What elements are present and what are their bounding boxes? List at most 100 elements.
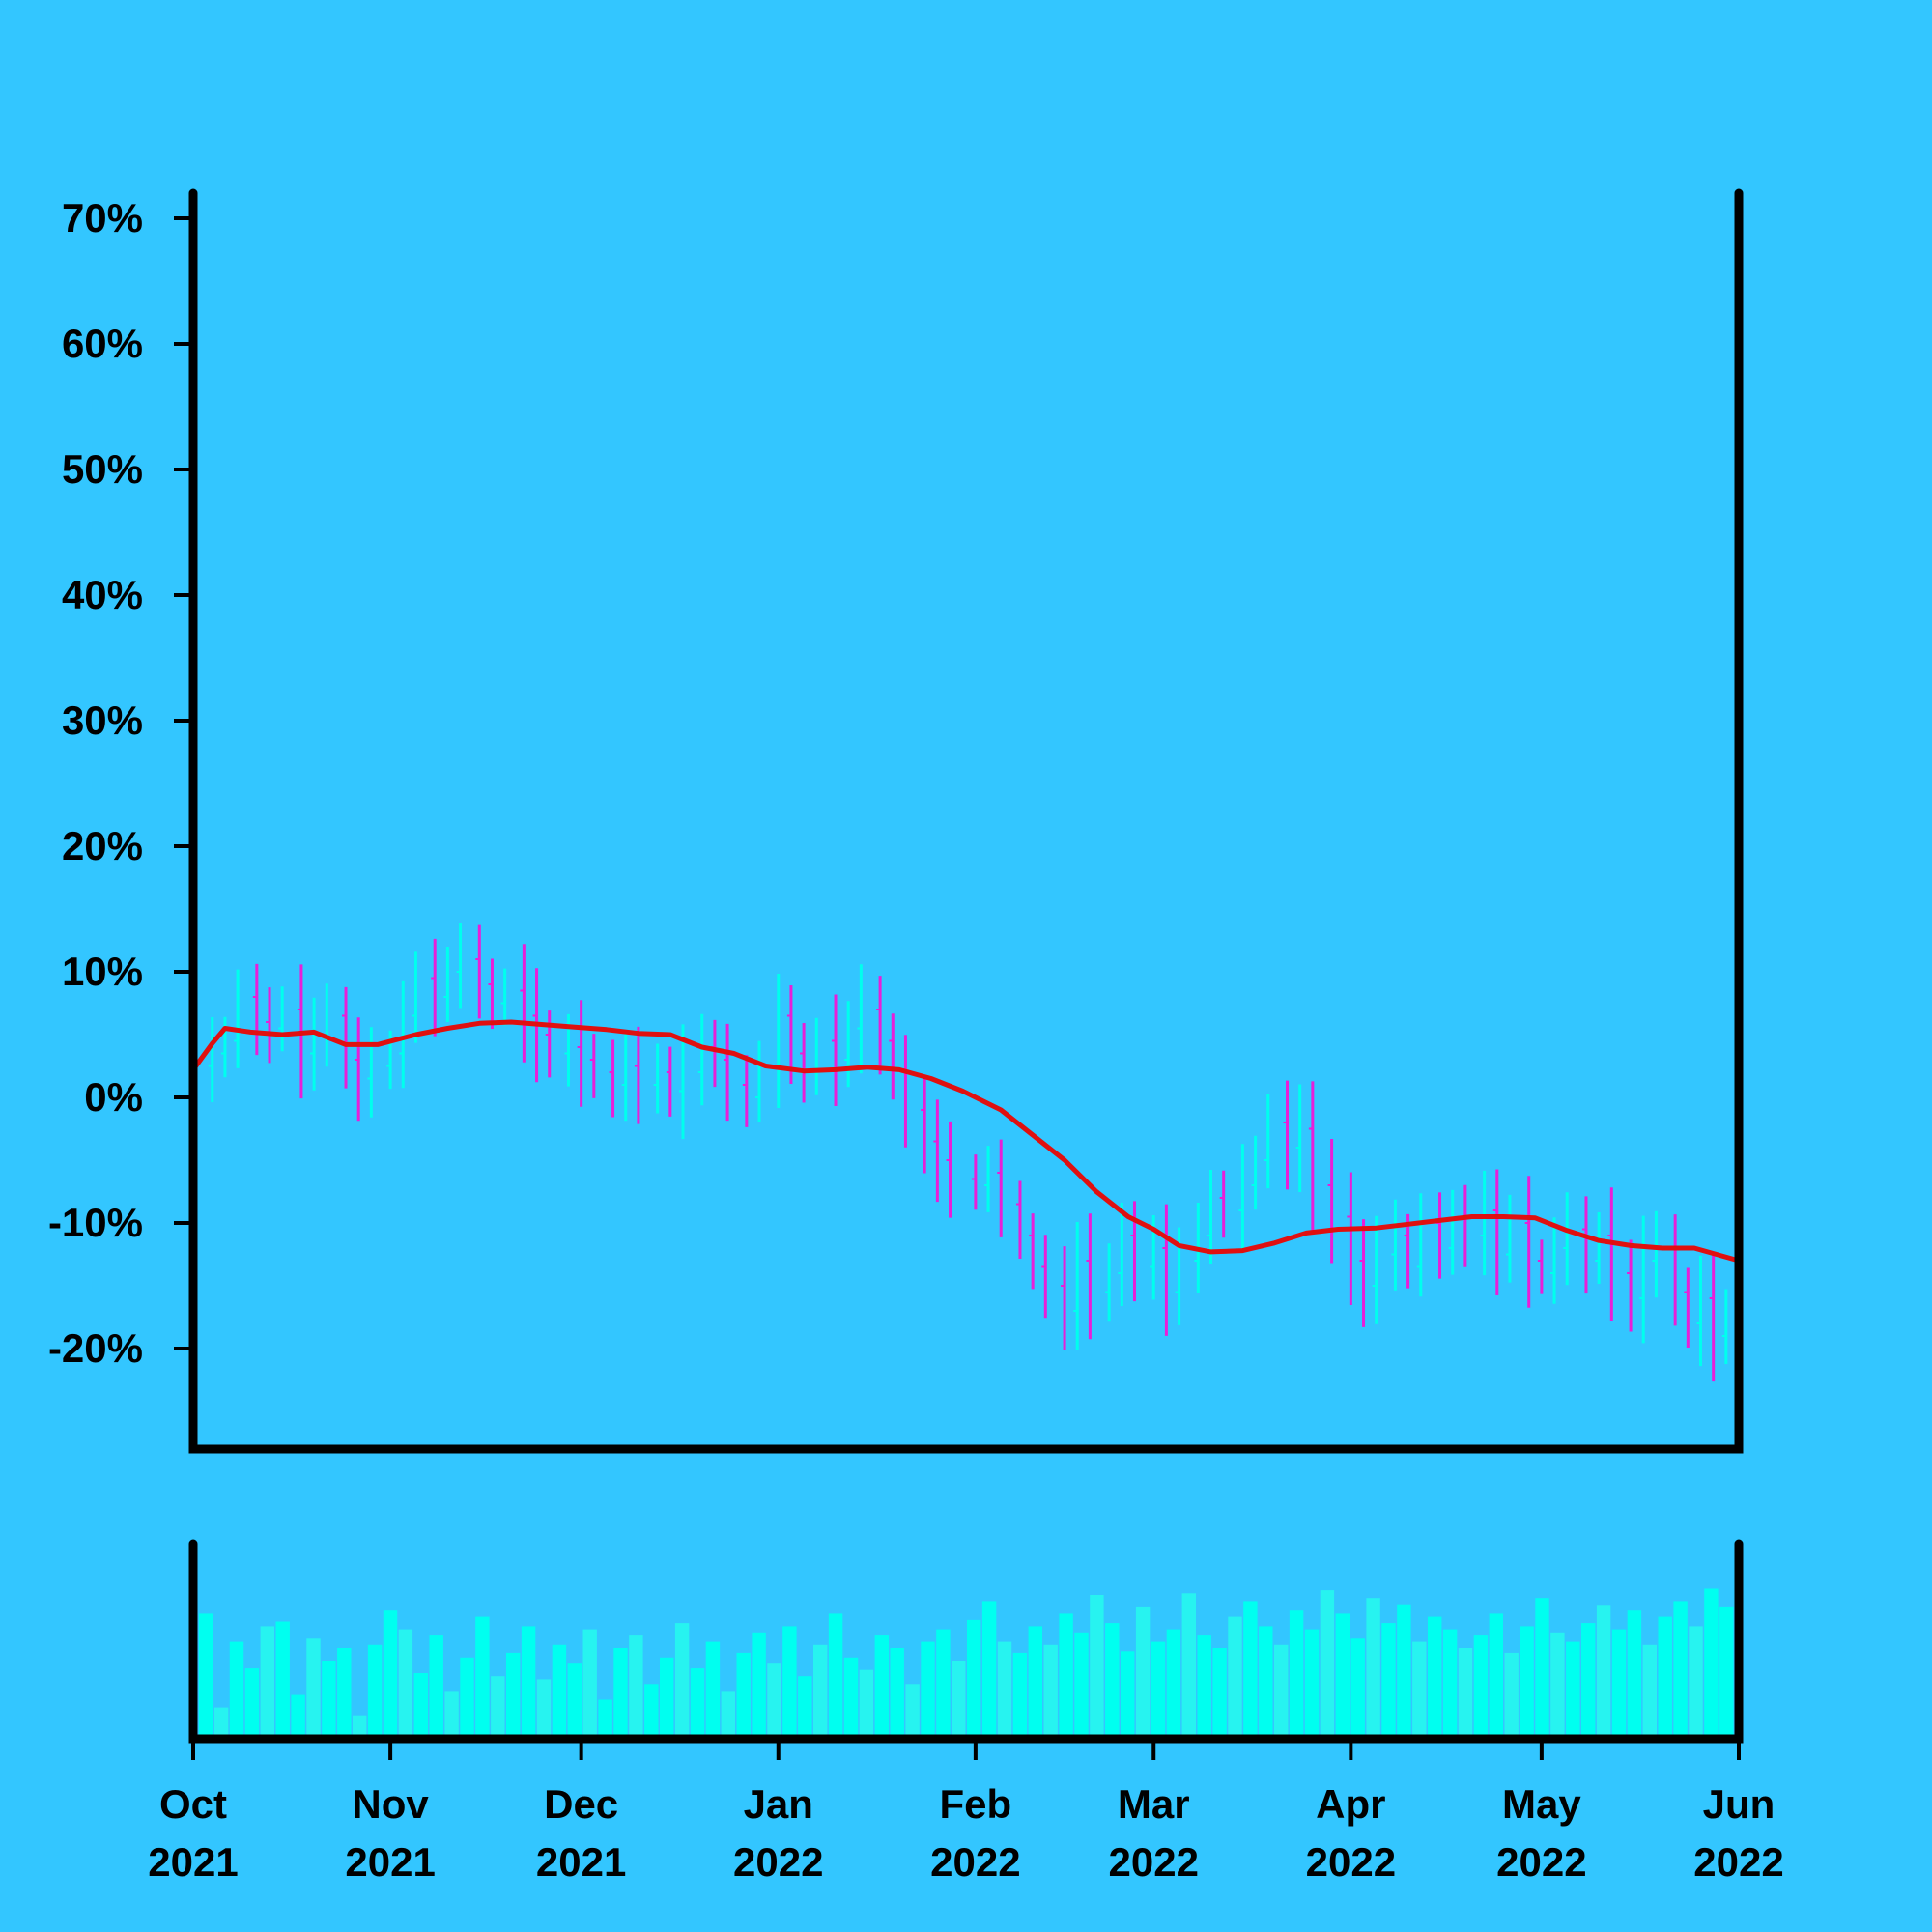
x-tick-label-year: 2022 bbox=[1496, 1839, 1586, 1885]
volume-bar bbox=[705, 1641, 721, 1739]
volume-bar bbox=[1673, 1601, 1688, 1739]
volume-bar bbox=[828, 1613, 843, 1739]
volume-bar bbox=[199, 1613, 213, 1739]
volume-bar bbox=[1397, 1604, 1411, 1739]
volume-bar bbox=[952, 1661, 966, 1739]
x-tick-label-year: 2021 bbox=[345, 1839, 435, 1885]
volume-bar bbox=[859, 1669, 874, 1739]
volume-bar bbox=[721, 1691, 735, 1739]
volume-bar bbox=[337, 1648, 352, 1739]
volume-bar bbox=[291, 1694, 305, 1739]
y-tick-label: 40% bbox=[62, 572, 143, 617]
x-tick-label-year: 2022 bbox=[1306, 1839, 1396, 1885]
volume-bar bbox=[1504, 1652, 1519, 1739]
volume-bar bbox=[552, 1644, 567, 1739]
volume-bar bbox=[1611, 1629, 1627, 1739]
volume-bar bbox=[921, 1641, 935, 1739]
volume-bar bbox=[275, 1621, 290, 1739]
volume-bar bbox=[1412, 1641, 1427, 1739]
y-tick-label: 60% bbox=[62, 321, 143, 366]
volume-bar bbox=[843, 1657, 859, 1739]
volume-bar bbox=[475, 1616, 490, 1739]
y-tick-label: 10% bbox=[62, 949, 143, 994]
volume-bar bbox=[398, 1629, 413, 1739]
x-tick-label-month: Nov bbox=[352, 1781, 429, 1827]
moving-average-line bbox=[190, 1019, 1742, 1264]
volume-bar bbox=[782, 1626, 797, 1739]
volume-bar bbox=[767, 1663, 781, 1739]
volume-bar bbox=[244, 1668, 260, 1739]
x-tick-label-month: Apr bbox=[1316, 1781, 1385, 1827]
x-tick-label-month: Jun bbox=[1703, 1781, 1776, 1827]
volume-bar bbox=[1473, 1635, 1489, 1739]
volume-bar bbox=[1458, 1648, 1473, 1739]
volume-bar bbox=[736, 1652, 751, 1739]
volume-bar bbox=[874, 1635, 889, 1739]
volume-bar bbox=[997, 1641, 1012, 1739]
y-tick-label: 20% bbox=[62, 823, 143, 868]
x-tick-label-year: 2022 bbox=[1109, 1839, 1199, 1885]
volume-bar bbox=[598, 1699, 612, 1739]
volume-bar bbox=[1059, 1613, 1073, 1739]
volume-bar bbox=[1090, 1595, 1104, 1739]
volume-bar bbox=[429, 1635, 443, 1739]
volume-bar bbox=[1105, 1623, 1120, 1739]
volume-bar bbox=[644, 1684, 659, 1739]
y-tick-label: 30% bbox=[62, 697, 143, 743]
y-tick-label: -10% bbox=[48, 1200, 143, 1245]
volume-bar bbox=[383, 1610, 398, 1739]
volume-bar bbox=[1550, 1632, 1565, 1739]
volume-bar bbox=[1197, 1635, 1211, 1739]
volume-bar bbox=[660, 1657, 674, 1739]
volume-bar bbox=[1166, 1629, 1181, 1739]
volume-bar bbox=[752, 1632, 766, 1739]
volume-bar bbox=[905, 1684, 920, 1739]
volume-bar bbox=[613, 1648, 628, 1739]
volume-bar bbox=[1012, 1652, 1028, 1739]
volume-bar bbox=[413, 1673, 428, 1739]
volume-bar bbox=[936, 1629, 951, 1739]
y-tick-label: 50% bbox=[62, 446, 143, 492]
volume-bar bbox=[813, 1644, 828, 1739]
x-tick-label-year: 2021 bbox=[148, 1839, 238, 1885]
x-tick-label-month: Oct bbox=[159, 1781, 227, 1827]
volume-bar bbox=[1658, 1616, 1672, 1739]
volume-bar bbox=[1212, 1648, 1227, 1739]
volume-bar bbox=[1442, 1629, 1458, 1739]
volume-bar bbox=[890, 1648, 904, 1739]
x-tick-label-year: 2022 bbox=[1693, 1839, 1783, 1885]
volume-bar bbox=[1704, 1588, 1719, 1739]
volume-bar bbox=[1689, 1626, 1703, 1739]
volume-bar bbox=[306, 1638, 321, 1739]
volume-bar bbox=[1596, 1605, 1611, 1739]
volume-bar bbox=[1028, 1626, 1042, 1739]
volume-bar bbox=[1228, 1616, 1242, 1739]
x-tick-label-year: 2022 bbox=[930, 1839, 1020, 1885]
volume-bar bbox=[322, 1661, 336, 1739]
volume-bar bbox=[1243, 1601, 1258, 1739]
volume-bar bbox=[1489, 1613, 1503, 1739]
volume-bar bbox=[1135, 1606, 1151, 1739]
volume-bar bbox=[460, 1657, 474, 1739]
volume-bar bbox=[1350, 1638, 1365, 1739]
volume-bar bbox=[1381, 1623, 1396, 1739]
volume-bar bbox=[1181, 1593, 1196, 1739]
x-tick-label-month: Dec bbox=[544, 1781, 618, 1827]
volume-bar bbox=[229, 1641, 244, 1739]
y-tick-label: 0% bbox=[84, 1074, 143, 1120]
volume-bar bbox=[1259, 1626, 1273, 1739]
volume-bar bbox=[1642, 1644, 1657, 1739]
volume-bar bbox=[1304, 1629, 1320, 1739]
volume-bar bbox=[1043, 1644, 1058, 1739]
volume-bar bbox=[582, 1629, 597, 1739]
y-tick-label: 70% bbox=[62, 195, 143, 241]
volume-bar bbox=[506, 1652, 521, 1739]
volume-bar bbox=[367, 1644, 383, 1739]
volume-bar bbox=[981, 1601, 997, 1739]
volume-bar bbox=[1151, 1641, 1166, 1739]
price-panel-frame bbox=[188, 188, 1744, 1454]
volume-bar bbox=[1320, 1590, 1335, 1739]
volume-bar bbox=[567, 1663, 582, 1739]
